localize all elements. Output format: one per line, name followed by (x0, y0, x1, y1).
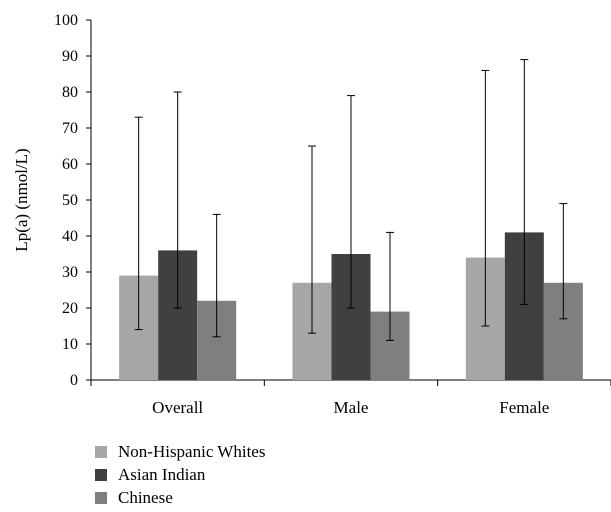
y-tick-label: 10 (62, 336, 78, 353)
legend-item: Asian Indian (95, 463, 265, 486)
legend-label: Chinese (118, 487, 173, 507)
legend: Non-Hispanic Whites Asian Indian Chinese (95, 440, 265, 509)
y-tick-label: 40 (62, 228, 78, 245)
y-axis-label: Lp(a) (nmol/L) (12, 148, 31, 251)
legend-swatch (95, 468, 107, 481)
legend-label: Non-Hispanic Whites (118, 441, 266, 461)
y-tick-label: 70 (62, 120, 78, 137)
y-tick-label: 30 (62, 264, 78, 281)
y-tick-label: 60 (62, 156, 78, 173)
axis-labels: 0 10 20 30 40 50 60 70 80 90 100 Overall Male Female (54, 12, 549, 417)
y-tick-label: 100 (54, 12, 78, 29)
legend-item: Non-Hispanic Whites (95, 440, 265, 463)
y-tick-label: 50 (62, 192, 78, 209)
x-tick-label: Female (499, 398, 549, 417)
error-bars (134, 59, 568, 341)
y-tick-label: 80 (62, 84, 78, 101)
x-tick-label: Overall (152, 398, 203, 417)
x-tick-label: Male (334, 398, 369, 417)
y-axis-label-group: Lp(a) (nmol/L) (12, 148, 31, 251)
y-tick-label: 20 (62, 300, 78, 317)
legend-item: Chinese (95, 486, 265, 509)
bar-chart: Lp(a) (nmol/L) 0 10 20 30 40 50 60 70 80 90 100 Ove… (12, 12, 611, 417)
y-tick-label: 0 (70, 372, 78, 389)
y-tick-label: 90 (62, 48, 78, 65)
legend-swatch (95, 445, 107, 458)
legend-swatch (95, 491, 107, 504)
legend-label: Asian Indian (118, 464, 206, 484)
